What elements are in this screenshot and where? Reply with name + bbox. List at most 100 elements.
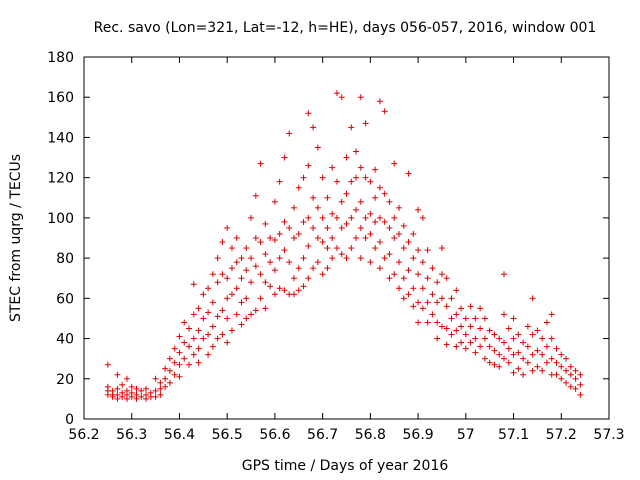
data-point bbox=[505, 359, 512, 366]
data-point bbox=[114, 395, 121, 402]
data-point bbox=[262, 279, 269, 286]
data-point bbox=[214, 335, 221, 342]
data-point bbox=[529, 331, 536, 338]
data-point bbox=[329, 210, 336, 217]
data-point bbox=[228, 265, 235, 272]
x-tick-label: 57.3 bbox=[593, 427, 624, 443]
data-point bbox=[458, 305, 465, 312]
data-point bbox=[257, 271, 264, 278]
data-point bbox=[233, 259, 240, 266]
data-point bbox=[453, 327, 460, 334]
data-point bbox=[391, 214, 398, 221]
data-point bbox=[357, 94, 364, 101]
x-tick-label: 57.1 bbox=[498, 427, 529, 443]
x-tick-label: 56.9 bbox=[403, 427, 434, 443]
data-point bbox=[477, 325, 484, 332]
data-point bbox=[515, 365, 522, 372]
y-tick-label: 80 bbox=[56, 251, 74, 267]
data-point bbox=[376, 214, 383, 221]
data-point bbox=[243, 295, 250, 302]
data-point bbox=[410, 255, 417, 262]
data-point bbox=[276, 178, 283, 185]
data-point bbox=[343, 220, 350, 227]
data-point bbox=[257, 239, 264, 246]
data-point bbox=[381, 255, 388, 262]
data-point bbox=[410, 303, 417, 310]
data-point bbox=[252, 235, 259, 241]
data-point bbox=[448, 331, 455, 338]
data-point bbox=[133, 395, 140, 402]
data-point bbox=[238, 255, 245, 262]
data-point bbox=[329, 255, 336, 262]
data-point bbox=[186, 343, 192, 350]
y-tick-label: 100 bbox=[47, 211, 74, 227]
data-point bbox=[205, 309, 212, 316]
data-point bbox=[195, 345, 202, 352]
data-point bbox=[305, 110, 312, 117]
data-point bbox=[291, 291, 297, 298]
data-point bbox=[505, 325, 512, 332]
data-point bbox=[362, 174, 369, 181]
data-point bbox=[396, 204, 402, 211]
data-point bbox=[333, 245, 340, 252]
data-point bbox=[434, 299, 441, 306]
data-point bbox=[462, 331, 469, 338]
data-point bbox=[224, 295, 231, 302]
data-point bbox=[524, 343, 531, 350]
data-point bbox=[367, 210, 374, 217]
data-point bbox=[429, 291, 436, 298]
data-point bbox=[434, 319, 441, 326]
data-point bbox=[419, 259, 426, 266]
data-point bbox=[563, 367, 570, 374]
data-point bbox=[381, 218, 388, 225]
data-point bbox=[291, 235, 297, 241]
data-point bbox=[319, 239, 326, 246]
data-point bbox=[367, 230, 374, 237]
data-point bbox=[271, 237, 278, 244]
data-point bbox=[252, 192, 259, 199]
data-point bbox=[305, 243, 312, 250]
data-point bbox=[577, 371, 584, 378]
data-point bbox=[510, 351, 517, 358]
data-point bbox=[166, 355, 173, 362]
x-tick-label: 57 bbox=[457, 427, 475, 443]
data-point bbox=[481, 355, 488, 362]
data-point bbox=[534, 327, 541, 334]
data-point bbox=[262, 220, 269, 227]
data-point bbox=[314, 259, 321, 266]
data-point bbox=[205, 351, 212, 358]
data-point bbox=[424, 299, 431, 306]
data-point bbox=[467, 303, 474, 310]
data-point bbox=[252, 307, 259, 314]
data-point bbox=[214, 279, 221, 286]
data-point bbox=[353, 206, 360, 213]
y-axis-label: STEC from uqrg / TECUs bbox=[8, 154, 24, 322]
data-point bbox=[166, 379, 173, 386]
data-point bbox=[310, 194, 317, 201]
data-point bbox=[348, 178, 355, 185]
x-tick-label: 56.6 bbox=[259, 427, 290, 443]
data-point bbox=[300, 283, 307, 290]
data-point bbox=[386, 251, 393, 258]
data-point bbox=[357, 164, 364, 171]
data-point bbox=[548, 335, 555, 342]
data-point bbox=[305, 275, 312, 282]
data-point bbox=[243, 245, 250, 252]
data-point bbox=[567, 383, 574, 390]
data-point bbox=[143, 385, 150, 392]
data-point bbox=[176, 361, 183, 368]
data-point bbox=[539, 367, 546, 374]
data-point bbox=[419, 214, 426, 221]
data-point bbox=[481, 335, 488, 342]
chart-title: Rec. savo (Lon=321, Lat=-12, h=HE), days… bbox=[94, 20, 597, 36]
data-point bbox=[534, 347, 541, 354]
data-point bbox=[415, 247, 422, 254]
data-point bbox=[520, 355, 527, 362]
data-point bbox=[577, 391, 584, 398]
data-point bbox=[295, 184, 302, 191]
data-point bbox=[367, 259, 374, 266]
y-tick-label: 180 bbox=[47, 50, 74, 66]
data-point bbox=[543, 319, 550, 326]
data-point bbox=[553, 371, 560, 378]
